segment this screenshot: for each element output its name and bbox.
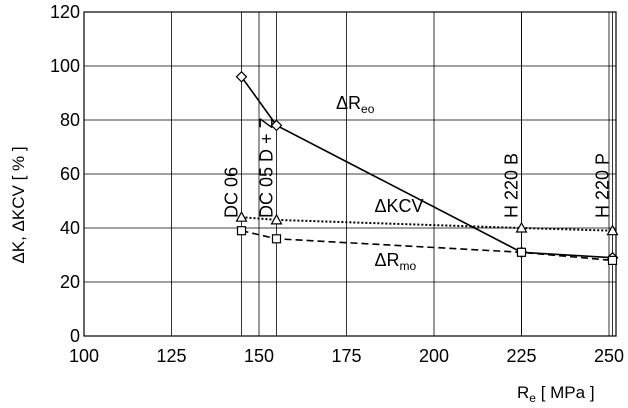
- x-tick-label: 150: [244, 346, 274, 366]
- diamond-marker: [270, 119, 283, 132]
- series-label: ΔReo: [336, 93, 375, 116]
- grade-label: DC 05 D + Z: [257, 117, 277, 218]
- x-axis-title-main: R: [517, 383, 529, 402]
- triangle-marker: [270, 213, 283, 225]
- series-label-sub: mo: [400, 259, 417, 273]
- y-tick-label: 60: [60, 164, 80, 184]
- x-axis-title-sub: e: [529, 391, 536, 405]
- grade-label: DC 06: [222, 167, 242, 218]
- grade-label: H 220 B: [502, 153, 522, 218]
- x-axis-title-unit: [ MPa ]: [536, 383, 595, 402]
- series-label: ΔKCV: [375, 196, 424, 216]
- y-tick-label: 80: [60, 110, 80, 130]
- y-tick-label: 120: [50, 2, 80, 22]
- plot-frame: [83, 11, 617, 337]
- x-tick-label: 225: [506, 346, 536, 366]
- series-label: ΔRmo: [375, 250, 417, 273]
- series-label-main: ΔR: [336, 93, 361, 113]
- grade-labels: DC 06 DC 05 D + Z H 220 B H 220 P: [222, 12, 613, 336]
- series-label-main: ΔKCV: [375, 196, 424, 216]
- x-tick-labels: 100 125 150 175 200 225 250: [69, 346, 624, 366]
- series-line: [241, 216, 613, 232]
- y-tick-label: 40: [60, 218, 80, 238]
- y-tick-label: 0: [70, 326, 80, 346]
- grid: [83, 11, 616, 337]
- x-tick-label: 125: [156, 346, 186, 366]
- series-group: [235, 70, 619, 265]
- x-tick-label: 250: [594, 346, 624, 366]
- triangle-marker: [606, 224, 619, 236]
- x-tick-label: 175: [331, 346, 361, 366]
- y-tick-label: 100: [50, 56, 80, 76]
- square-marker: [271, 234, 282, 244]
- series-line: [241, 229, 613, 262]
- x-tick-label: 200: [419, 346, 449, 366]
- triangle-marker: [515, 221, 528, 233]
- diamond-marker: [235, 70, 248, 83]
- series-label-sub: eo: [361, 102, 375, 116]
- y-tick-labels: 0 20 40 60 80 100 120: [50, 2, 80, 346]
- series-label-main: ΔR: [375, 250, 400, 270]
- grade-label: H 220 P: [593, 153, 613, 218]
- triangle-marker: [235, 210, 248, 222]
- x-tick-label: 100: [69, 346, 99, 366]
- series-line: [240, 76, 613, 259]
- y-axis-title: ΔK, ΔKCV [ % ]: [9, 146, 28, 263]
- square-marker: [236, 226, 247, 236]
- y-tick-label: 20: [60, 272, 80, 292]
- square-marker: [607, 255, 618, 265]
- square-marker: [516, 247, 527, 257]
- x-axis-title: Re [ MPa ]: [517, 383, 595, 405]
